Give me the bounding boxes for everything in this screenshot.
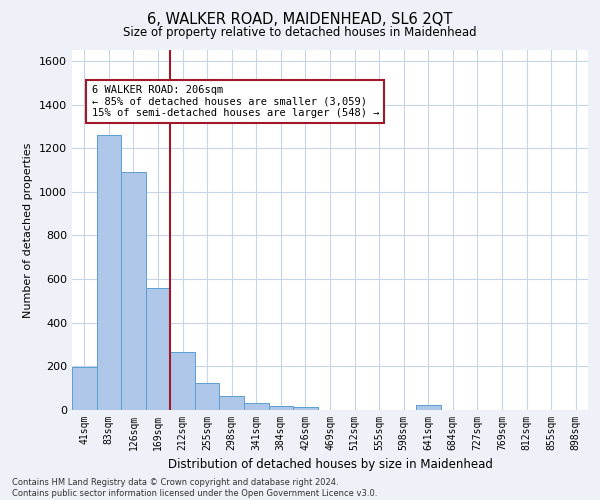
Text: 6, WALKER ROAD, MAIDENHEAD, SL6 2QT: 6, WALKER ROAD, MAIDENHEAD, SL6 2QT xyxy=(148,12,452,28)
Bar xyxy=(416,405,440,410)
Text: Contains HM Land Registry data © Crown copyright and database right 2024.
Contai: Contains HM Land Registry data © Crown c… xyxy=(12,478,377,498)
Bar xyxy=(170,352,195,410)
Bar xyxy=(97,134,121,410)
Bar xyxy=(269,406,293,410)
Bar xyxy=(146,288,170,410)
Bar xyxy=(72,367,97,410)
Y-axis label: Number of detached properties: Number of detached properties xyxy=(23,142,34,318)
Bar xyxy=(195,384,220,410)
Text: Size of property relative to detached houses in Maidenhead: Size of property relative to detached ho… xyxy=(123,26,477,39)
Text: 6 WALKER ROAD: 206sqm
← 85% of detached houses are smaller (3,059)
15% of semi-d: 6 WALKER ROAD: 206sqm ← 85% of detached … xyxy=(92,85,379,118)
X-axis label: Distribution of detached houses by size in Maidenhead: Distribution of detached houses by size … xyxy=(167,458,493,471)
Bar xyxy=(244,404,269,410)
Bar xyxy=(220,396,244,410)
Bar xyxy=(121,172,146,410)
Bar xyxy=(293,407,318,410)
